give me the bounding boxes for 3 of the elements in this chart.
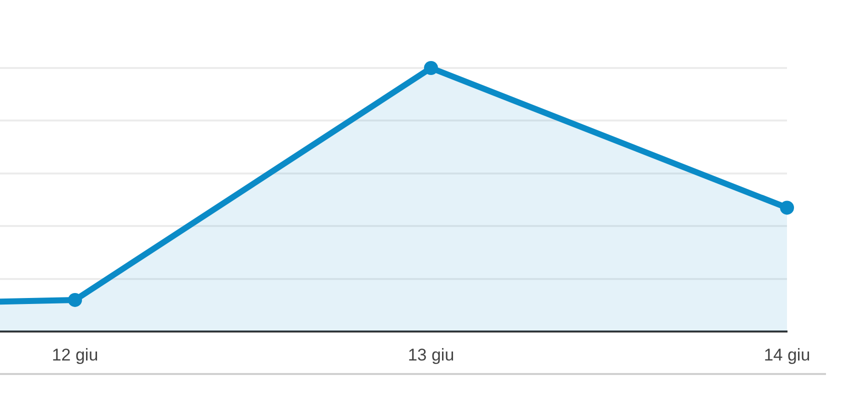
x-tick-label: 12 giu <box>52 345 98 364</box>
x-tick-label: 13 giu <box>408 345 454 364</box>
x-tick-label: 14 giu <box>764 345 810 364</box>
